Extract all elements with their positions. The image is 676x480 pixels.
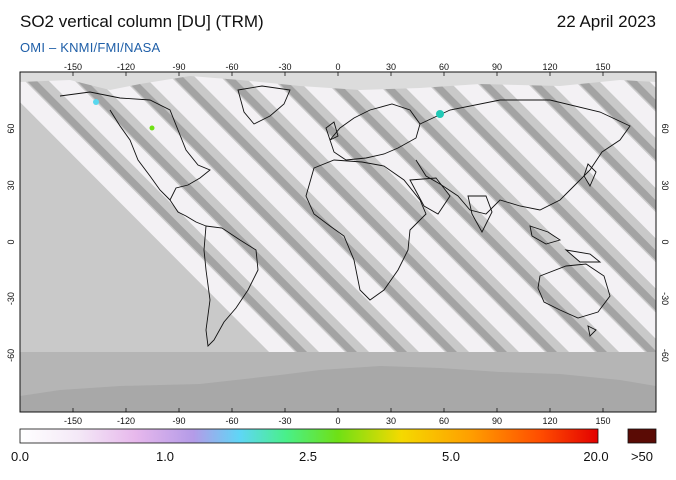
colorbar-label-2: 2.5 xyxy=(298,449,318,464)
swath-gap xyxy=(468,72,656,261)
swath-gap xyxy=(318,72,656,412)
swath-strip xyxy=(290,72,655,412)
longitude-tick-label: 120 xyxy=(542,62,557,72)
coastlines xyxy=(59,85,631,347)
latitude-tick-label: -30 xyxy=(660,292,670,305)
swath-strip xyxy=(340,72,656,390)
swath-gap xyxy=(268,72,617,412)
colorbar-label-3: 5.0 xyxy=(441,449,461,464)
longitude-tick-label: 0 xyxy=(335,416,340,426)
swath-strip xyxy=(440,72,656,289)
colorbar-overflow-box xyxy=(627,428,657,444)
swath-strip xyxy=(240,72,605,412)
swath-strip xyxy=(190,72,555,412)
latitude-tick-label: -60 xyxy=(660,349,670,362)
swath-strip xyxy=(20,76,355,412)
latitude-tick-label: -60 xyxy=(6,349,16,362)
longitude-tick-label: 60 xyxy=(439,416,449,426)
colorbar-label-1: 1.0 xyxy=(155,449,175,464)
latitude-tick-label: 0 xyxy=(6,239,16,244)
swath-gap xyxy=(568,72,656,161)
longitude-tick-label: -120 xyxy=(117,416,135,426)
latitude-tick-label: -30 xyxy=(6,292,16,305)
longitude-tick-label: -150 xyxy=(64,416,82,426)
longitude-tick-label: -150 xyxy=(64,62,82,72)
data-credit: OMI – KNMI/FMI/NASA xyxy=(20,40,161,55)
swath-strip xyxy=(140,72,505,412)
longitude-tick-label: -60 xyxy=(225,62,238,72)
hotspot-kamchatka-region xyxy=(436,110,444,118)
satellite-swaths xyxy=(20,72,656,412)
longitude-tick-label: -30 xyxy=(278,62,291,72)
latitude-tick-label: 0 xyxy=(660,239,670,244)
swath-strip xyxy=(590,72,656,139)
swath-strip xyxy=(490,72,656,239)
longitude-tick-label: 60 xyxy=(439,62,449,72)
swath-gap xyxy=(368,72,656,362)
longitude-tick-label: -90 xyxy=(172,62,185,72)
so2-hotspots xyxy=(93,99,444,131)
swath-strip xyxy=(540,72,656,189)
longitude-tick-label: 120 xyxy=(542,416,557,426)
latitude-labels-left: 60 30 0 -30 -60 xyxy=(6,124,16,362)
swath-strip xyxy=(90,72,455,412)
swath-gap xyxy=(168,72,517,412)
swath-gap xyxy=(20,72,367,412)
latitude-tick-label: 30 xyxy=(6,180,16,190)
latitude-labels-right: 60 30 0 -30 -60 xyxy=(660,124,670,362)
longitude-tick-label: -30 xyxy=(278,416,291,426)
map-date: 22 April 2023 xyxy=(556,12,656,31)
hotspot-canada-region xyxy=(149,125,155,131)
swath-gap xyxy=(218,72,567,412)
longitude-tick-label: 30 xyxy=(386,62,396,72)
colorbar-label-0: 0.0 xyxy=(10,449,30,464)
swath-gap xyxy=(418,72,656,311)
longitude-labels-bottom: -150 -120 -90 -60 -30 0 30 60 90 120 150 xyxy=(64,408,611,426)
latitude-tick-label: 30 xyxy=(660,180,670,190)
swath-strip xyxy=(390,72,656,339)
hotspot-alaska-region xyxy=(93,99,99,105)
colorbar-label-4: 20.0 xyxy=(583,449,609,464)
longitude-tick-label: 90 xyxy=(492,416,502,426)
longitude-tick-label: 150 xyxy=(595,416,610,426)
latitude-tick-label: 60 xyxy=(660,124,670,134)
swath-gap xyxy=(518,72,656,211)
swath-gap xyxy=(618,72,656,111)
longitude-tick-label: -90 xyxy=(172,416,185,426)
longitude-tick-label: -120 xyxy=(117,62,135,72)
longitude-labels-top: -150 -120 -90 -60 -30 0 30 60 90 120 150 xyxy=(64,62,611,76)
antarctica-land xyxy=(20,366,656,412)
longitude-tick-label: 150 xyxy=(595,62,610,72)
colorbar-overflow-label: >50 xyxy=(630,449,654,464)
swath-gaps xyxy=(20,72,656,412)
north-polar-band xyxy=(20,72,656,90)
swath-strip xyxy=(40,72,405,412)
longitude-tick-label: 0 xyxy=(335,62,340,72)
swath-gap xyxy=(118,72,467,412)
longitude-tick-label: 90 xyxy=(492,62,502,72)
latitude-tick-label: 60 xyxy=(6,124,16,134)
longitude-tick-label: -60 xyxy=(225,416,238,426)
longitude-tick-label: 30 xyxy=(386,416,396,426)
colorbar xyxy=(19,428,599,444)
map-title: SO2 vertical column [DU] (TRM) xyxy=(20,12,264,31)
